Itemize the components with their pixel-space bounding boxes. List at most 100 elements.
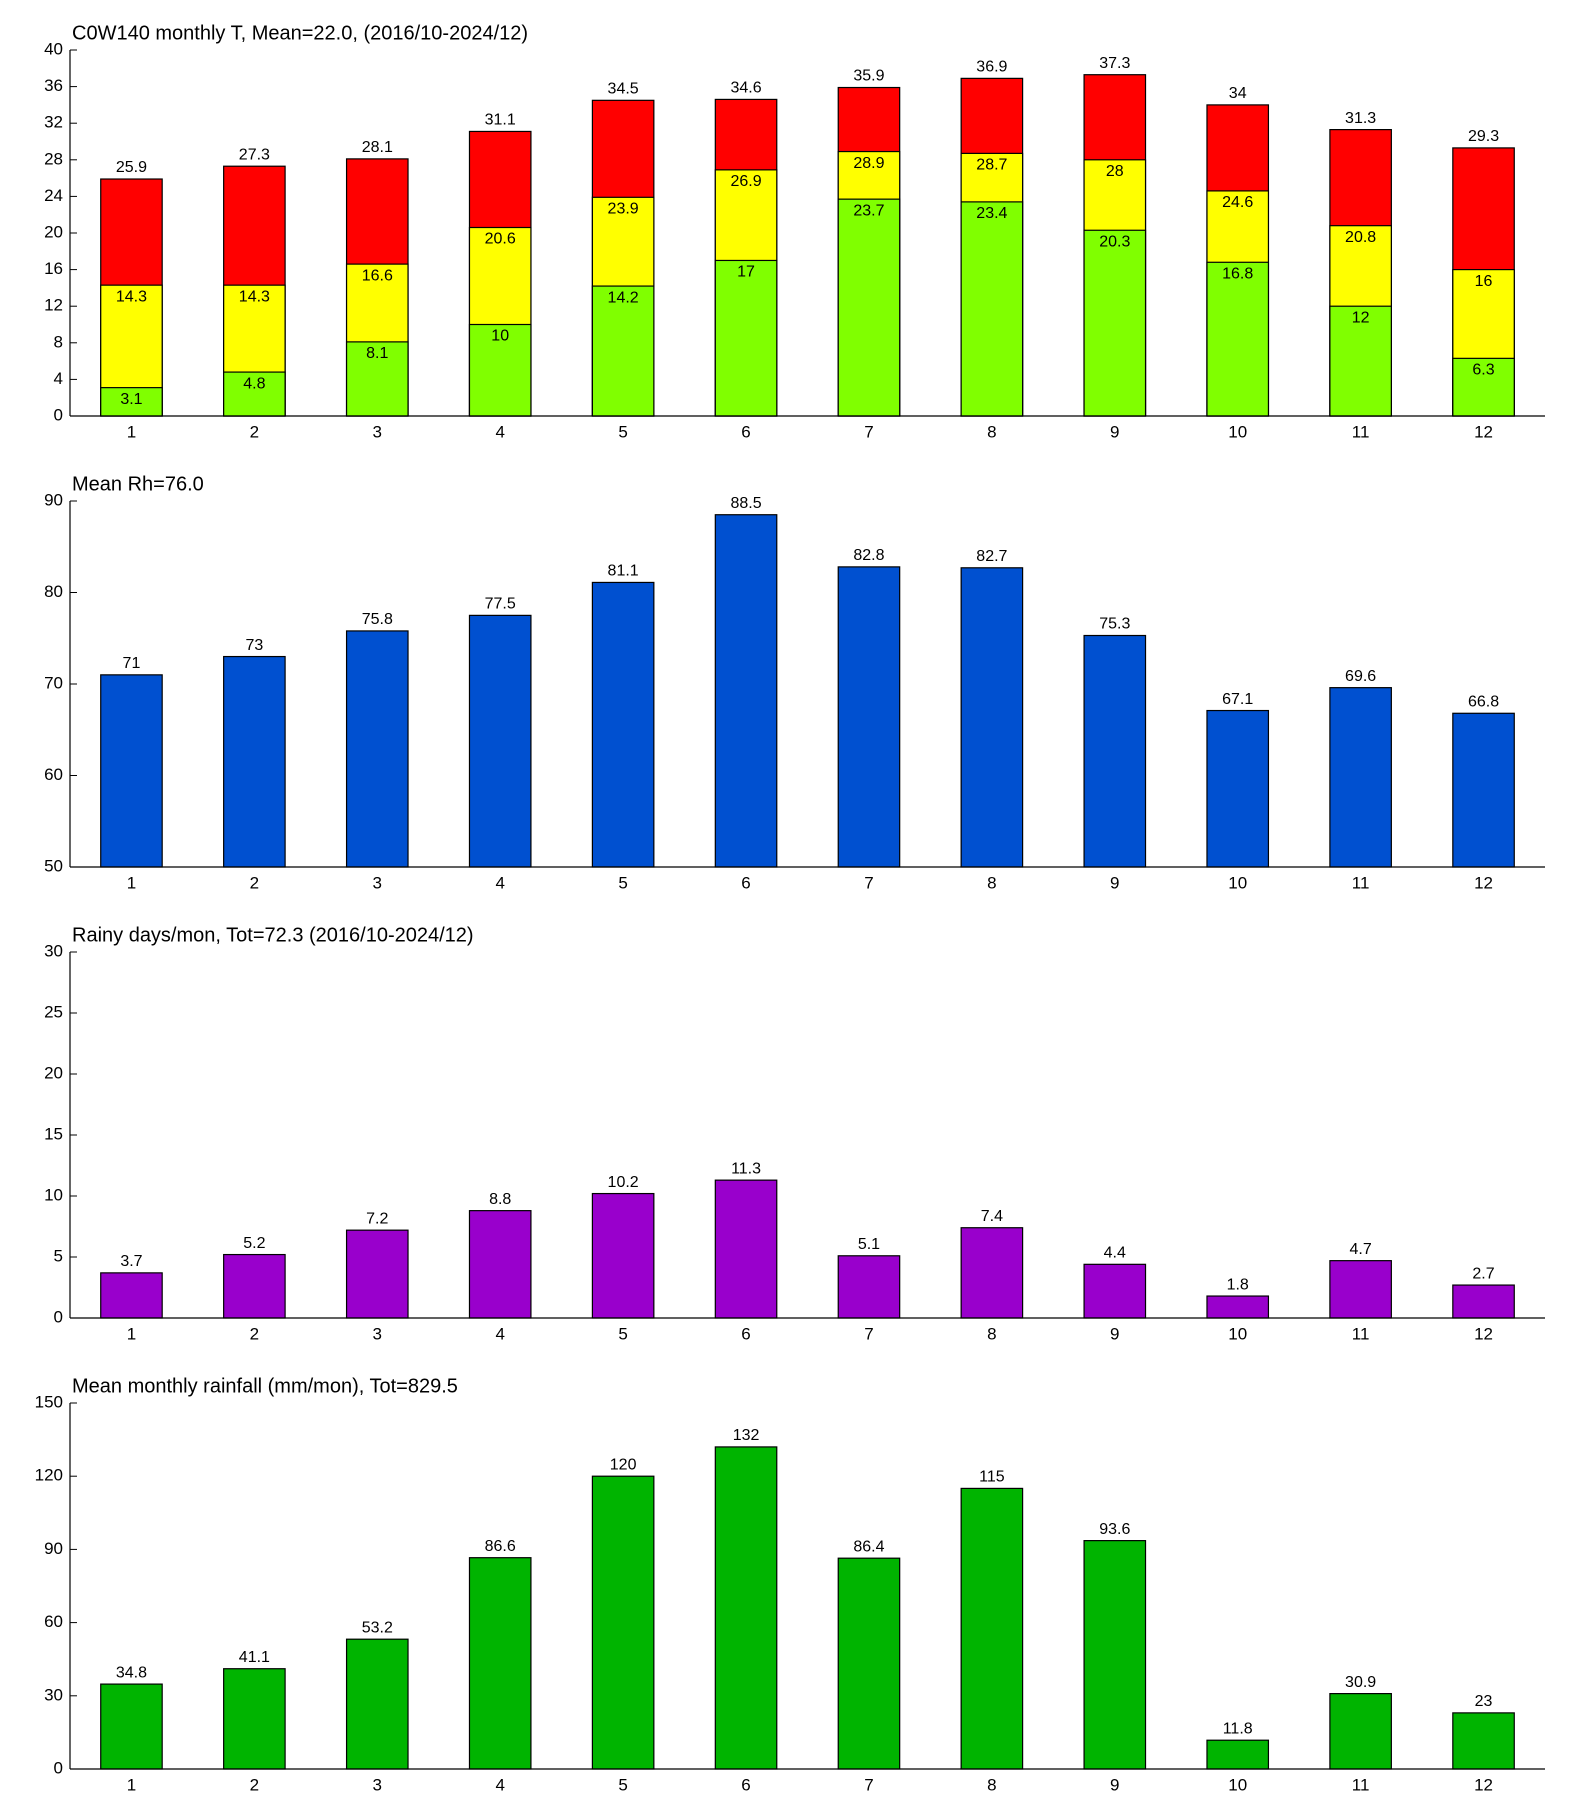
bar bbox=[223, 655, 286, 868]
x-tick-label: 3 bbox=[373, 422, 382, 441]
bar bbox=[837, 1255, 901, 1319]
y-tick-label: 20 bbox=[44, 1063, 63, 1082]
data-label: 5.2 bbox=[243, 1235, 265, 1252]
data-label: 82.7 bbox=[976, 548, 1007, 565]
y-tick-label: 12 bbox=[44, 296, 63, 315]
bar bbox=[223, 1253, 286, 1319]
x-tick-label: 11 bbox=[1352, 1775, 1370, 1794]
data-label: 14.3 bbox=[116, 288, 147, 305]
data-label: 10 bbox=[491, 328, 509, 345]
data-label: 75.8 bbox=[362, 611, 393, 628]
data-label: 31.3 bbox=[1345, 110, 1376, 127]
data-label: 34.8 bbox=[116, 1664, 147, 1681]
bar bbox=[960, 1227, 1024, 1319]
bar bbox=[1083, 634, 1147, 868]
data-label: 7.4 bbox=[981, 1208, 1003, 1225]
bar bbox=[591, 581, 655, 868]
x-tick-label: 4 bbox=[495, 873, 504, 892]
y-tick-label: 90 bbox=[44, 1539, 63, 1558]
x-tick-label: 5 bbox=[618, 1324, 627, 1343]
bar bbox=[1452, 712, 1515, 868]
bar bbox=[837, 1557, 901, 1770]
data-label: 28.7 bbox=[976, 157, 1007, 174]
x-tick-label: 5 bbox=[618, 422, 627, 441]
x-tick-label: 9 bbox=[1110, 1775, 1119, 1794]
data-label: 24.6 bbox=[1222, 194, 1253, 211]
data-label: 75.3 bbox=[1099, 616, 1130, 633]
x-tick-label: 9 bbox=[1110, 422, 1119, 441]
data-label: 34.6 bbox=[730, 80, 761, 97]
data-label: 27.3 bbox=[239, 146, 270, 163]
data-label: 67.1 bbox=[1222, 691, 1253, 708]
x-tick-label: 6 bbox=[741, 1775, 750, 1794]
bar bbox=[1206, 1739, 1270, 1770]
bar bbox=[591, 1192, 655, 1319]
y-tick-label: 25 bbox=[44, 1002, 63, 1021]
x-tick-label: 7 bbox=[864, 1324, 873, 1343]
x-tick-label: 2 bbox=[250, 422, 259, 441]
bar bbox=[960, 201, 1024, 417]
bar bbox=[1206, 709, 1270, 868]
x-tick-label: 7 bbox=[864, 1775, 873, 1794]
data-label: 34 bbox=[1229, 85, 1247, 102]
x-tick-label: 1 bbox=[127, 873, 136, 892]
x-tick-label: 6 bbox=[741, 422, 750, 441]
x-tick-label: 5 bbox=[618, 1775, 627, 1794]
data-label: 41.1 bbox=[239, 1649, 270, 1666]
bar bbox=[714, 1446, 778, 1770]
data-label: 53.2 bbox=[362, 1619, 393, 1636]
y-tick-label: 16 bbox=[44, 259, 63, 278]
data-label: 23.7 bbox=[853, 202, 884, 219]
y-tick-label: 120 bbox=[35, 1466, 63, 1485]
bar bbox=[100, 1683, 163, 1770]
bar bbox=[1329, 1260, 1392, 1319]
data-label: 1.8 bbox=[1227, 1276, 1249, 1293]
y-tick-label: 10 bbox=[44, 1185, 63, 1204]
bar bbox=[1083, 1263, 1147, 1319]
bar bbox=[1206, 1295, 1270, 1319]
bar bbox=[1206, 261, 1270, 417]
x-tick-label: 8 bbox=[987, 422, 996, 441]
data-label: 2.7 bbox=[1472, 1265, 1494, 1282]
bar bbox=[100, 1272, 163, 1319]
x-tick-label: 12 bbox=[1474, 1775, 1493, 1794]
data-label: 7.2 bbox=[366, 1210, 388, 1227]
x-tick-label: 10 bbox=[1228, 1775, 1247, 1794]
y-tick-label: 32 bbox=[44, 113, 63, 132]
y-tick-label: 50 bbox=[44, 856, 63, 875]
x-tick-label: 11 bbox=[1352, 873, 1370, 892]
y-tick-label: 80 bbox=[44, 582, 63, 601]
data-label: 28.9 bbox=[853, 155, 884, 172]
data-label: 3.7 bbox=[120, 1253, 142, 1270]
x-tick-label: 1 bbox=[127, 422, 136, 441]
data-label: 16.8 bbox=[1222, 265, 1253, 282]
data-label: 77.5 bbox=[485, 596, 516, 613]
x-tick-label: 9 bbox=[1110, 873, 1119, 892]
bar bbox=[1083, 1540, 1147, 1770]
bar bbox=[837, 566, 901, 868]
x-tick-label: 2 bbox=[250, 1775, 259, 1794]
y-tick-label: 4 bbox=[54, 369, 63, 388]
y-tick-label: 28 bbox=[44, 149, 63, 168]
bar bbox=[345, 1229, 409, 1319]
bar bbox=[345, 630, 409, 868]
chart-title: Rainy days/mon, Tot=72.3 (2016/10-2024/1… bbox=[72, 924, 474, 946]
x-tick-label: 2 bbox=[250, 1324, 259, 1343]
bar bbox=[591, 1475, 655, 1770]
y-tick-label: 60 bbox=[44, 1612, 63, 1631]
bar bbox=[1452, 1712, 1515, 1770]
data-label: 115 bbox=[979, 1469, 1005, 1486]
x-tick-label: 3 bbox=[373, 1324, 382, 1343]
data-label: 28 bbox=[1106, 163, 1124, 180]
data-label: 5.1 bbox=[858, 1236, 880, 1253]
y-tick-label: 36 bbox=[44, 76, 63, 95]
x-tick-label: 7 bbox=[864, 422, 873, 441]
x-tick-label: 7 bbox=[864, 873, 873, 892]
bar bbox=[1329, 1693, 1392, 1770]
y-tick-label: 0 bbox=[54, 1307, 63, 1326]
data-label: 11.3 bbox=[731, 1160, 761, 1177]
chart-title: Mean monthly rainfall (mm/mon), Tot=829.… bbox=[72, 1375, 458, 1397]
y-tick-label: 90 bbox=[44, 490, 63, 509]
y-tick-label: 70 bbox=[44, 673, 63, 692]
